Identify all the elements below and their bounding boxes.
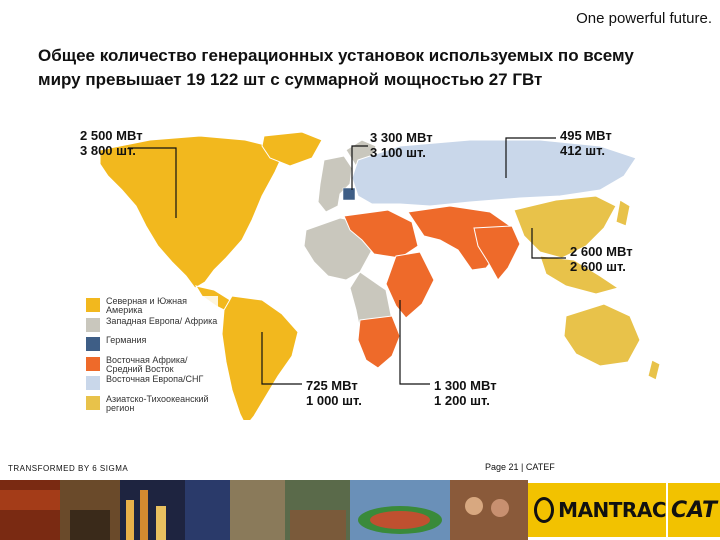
- legend-label: Западная Европа/ Африка: [106, 315, 218, 326]
- legend-swatch: [86, 356, 100, 371]
- callout-units: 2 600 шт.: [570, 259, 626, 274]
- world-map: [99, 131, 661, 420]
- callout-western-europe: 3 300 МВт 3 100 шт.: [370, 130, 433, 160]
- callout-power: 2 600 МВт: [570, 244, 633, 259]
- legend-item: Германия: [86, 335, 218, 353]
- legend-swatch: [86, 337, 100, 351]
- callout-west-africa: 725 МВт 1 000 шт.: [306, 378, 362, 408]
- cat-wordmark: CAT: [670, 497, 718, 523]
- callout-power: 3 300 МВт: [370, 130, 433, 145]
- north-america: [99, 135, 286, 289]
- legend-swatch: [86, 298, 100, 312]
- photo-strip: [0, 480, 528, 540]
- callout-power: 2 500 МВт: [80, 128, 143, 143]
- legend-item: Восточная Африка/ Средний Восток: [86, 355, 218, 373]
- legend-swatch: [86, 376, 100, 390]
- southeast-asia: [539, 255, 620, 295]
- greenland: [261, 131, 323, 167]
- legend-item: Северная и Южная Америка: [86, 296, 218, 315]
- germany: [342, 187, 356, 201]
- tagline: One powerful future.: [576, 10, 712, 27]
- india: [473, 225, 521, 281]
- new-zealand: [647, 359, 661, 381]
- legend-label: Азиатско-Тихоокеанский регион: [106, 393, 209, 413]
- callout-east-africa-middle-east: 1 300 МВт 1 200 шт.: [434, 378, 497, 408]
- page-number: Page 21 | CATEF: [485, 462, 555, 472]
- legend-swatch: [86, 317, 100, 332]
- legend-label: Германия: [106, 335, 147, 345]
- legend-swatch: [86, 395, 100, 410]
- callout-units: 1 200 шт.: [434, 393, 490, 408]
- callout-power: 495 МВт: [560, 128, 612, 143]
- callout-eastern-europe-cis: 495 МВт 412 шт.: [560, 128, 612, 158]
- western-europe: [317, 155, 353, 213]
- callout-units: 3 100 шт.: [370, 145, 426, 160]
- east-africa: [385, 251, 435, 319]
- legend-item: Восточная Европа/СНГ: [86, 374, 218, 392]
- legend-label: Восточная Европа/СНГ: [106, 374, 204, 384]
- legend-item: Западная Европа/ Африка: [86, 316, 218, 334]
- cat-logo: CAT: [668, 483, 720, 537]
- callout-asia-pacific: 2 600 МВт 2 600 шт.: [570, 244, 633, 274]
- mantrac-emblem-icon: [534, 497, 555, 523]
- callout-power: 725 МВт: [306, 378, 358, 393]
- callout-units: 1 000 шт.: [306, 393, 362, 408]
- mantrac-wordmark: MANTRAC: [558, 498, 666, 522]
- japan: [615, 199, 631, 227]
- callout-power: 1 300 МВт: [434, 378, 497, 393]
- south-america: [221, 295, 299, 420]
- leader-lines: [128, 137, 566, 385]
- southern-africa: [357, 315, 401, 369]
- australia: [563, 303, 641, 367]
- footer-tagline: TRANSFORMED BY 6 SIGMA: [8, 464, 129, 473]
- legend-label: Восточная Африка/ Средний Восток: [106, 354, 188, 374]
- legend-label: Северная и Южная Америка: [106, 296, 188, 315]
- legend-item: Азиатско-Тихоокеанский регион: [86, 394, 218, 412]
- callout-units: 412 шт.: [560, 143, 605, 158]
- eastern-europe-cis: [351, 139, 637, 207]
- callout-north-america: 2 500 МВт 3 800 шт.: [80, 128, 143, 158]
- map-legend: Северная и Южная Америка Западная Европа…: [86, 296, 218, 414]
- mantrac-logo: MANTRAC: [528, 483, 666, 537]
- callout-units: 3 800 шт.: [80, 143, 136, 158]
- slide-headline: Общее количество генерационных установок…: [38, 46, 634, 89]
